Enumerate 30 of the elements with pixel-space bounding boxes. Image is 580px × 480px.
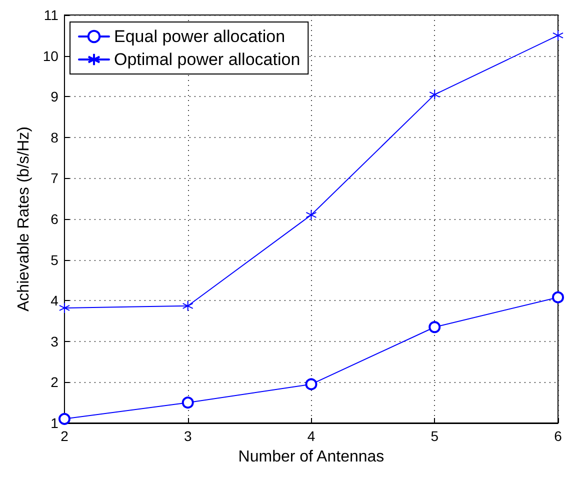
- y-tick-label: 11: [44, 7, 59, 23]
- point: [552, 30, 564, 41]
- x-tick-label: 2: [60, 428, 69, 444]
- point: [306, 209, 317, 220]
- y-tick-label: 6: [50, 211, 59, 227]
- point: [429, 89, 440, 100]
- x-tick-label: 4: [307, 428, 316, 444]
- point: [182, 396, 194, 409]
- x-axis-title: Number of Antennas: [238, 448, 384, 466]
- x-tick-label: 5: [430, 428, 439, 444]
- point: [552, 291, 564, 304]
- x-tick-label: 3: [184, 428, 192, 444]
- y-tick-label: 7: [50, 170, 59, 186]
- legend-label: Equal power allocation: [114, 27, 286, 46]
- y-tick-label: 2: [50, 374, 59, 390]
- point: [58, 412, 70, 425]
- point: [305, 378, 318, 390]
- y-tick-label: 8: [50, 129, 59, 146]
- y-tick-label: 3: [50, 333, 59, 350]
- point: [428, 321, 441, 334]
- y-axis-title: Achievable Rates (b/s/Hz): [16, 126, 32, 312]
- y-tick-label: 4: [50, 292, 59, 309]
- legend-label: Optimal power allocation: [114, 50, 300, 69]
- y-tick-label: 9: [50, 88, 59, 105]
- point: [182, 300, 194, 312]
- y-tick-label: 10: [42, 48, 59, 64]
- x-tick-label: 6: [554, 428, 562, 444]
- y-tick-label: 5: [50, 252, 59, 268]
- point: [58, 302, 70, 314]
- y-tick-label: 1: [50, 415, 59, 431]
